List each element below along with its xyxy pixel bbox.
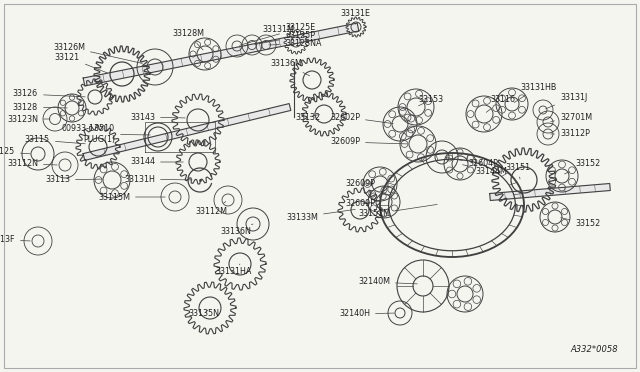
Text: 33123NA: 33123NA <box>269 39 321 48</box>
Text: 33112P: 33112P <box>551 129 590 138</box>
Text: 33131HB: 33131HB <box>515 83 556 103</box>
Text: 33136N: 33136N <box>220 224 253 237</box>
Text: 33126M: 33126M <box>53 42 142 63</box>
Text: 33112M: 33112M <box>195 202 227 217</box>
Polygon shape <box>83 23 359 86</box>
Text: 33113: 33113 <box>45 176 102 185</box>
Text: 33128M: 33128M <box>172 29 204 50</box>
Text: 33133M: 33133M <box>286 209 355 221</box>
Text: 33131E: 33131E <box>340 10 370 24</box>
Text: 33113F: 33113F <box>0 235 30 244</box>
Text: 33115M: 33115M <box>98 192 165 202</box>
Text: 33115: 33115 <box>25 135 85 144</box>
Text: 33144M: 33144M <box>463 165 507 176</box>
Text: 33131J: 33131J <box>545 93 588 109</box>
Text: 33125P: 33125P <box>255 32 315 45</box>
Polygon shape <box>83 103 291 160</box>
Text: 33131H: 33131H <box>124 174 192 183</box>
Text: 33132: 33132 <box>295 112 320 122</box>
Text: 32609P: 32609P <box>345 180 375 189</box>
Text: 32701M: 32701M <box>551 112 592 122</box>
Text: 33153: 33153 <box>418 96 443 106</box>
Text: 33152: 33152 <box>561 218 600 228</box>
Text: 32609P: 32609P <box>330 138 407 147</box>
Text: 33121: 33121 <box>55 52 108 73</box>
Text: 00933-13510
PLUG(1): 00933-13510 PLUG(1) <box>62 124 150 144</box>
Text: 33151M: 33151M <box>358 205 437 218</box>
Text: 33151: 33151 <box>505 163 530 179</box>
Text: 33144: 33144 <box>130 157 183 167</box>
Text: 33126: 33126 <box>13 90 85 99</box>
Text: 33135N: 33135N <box>188 310 219 318</box>
Text: 33136M: 33136M <box>270 60 310 76</box>
Text: 33125: 33125 <box>0 148 30 157</box>
Text: 33125E: 33125E <box>239 23 316 45</box>
Text: 32140H: 32140H <box>339 310 394 318</box>
Polygon shape <box>490 183 611 201</box>
Text: 32609P: 32609P <box>345 199 375 208</box>
Text: 33152: 33152 <box>564 160 600 174</box>
Text: 33116: 33116 <box>486 96 515 112</box>
Text: 32604P: 32604P <box>445 157 498 169</box>
Text: A332*0058: A332*0058 <box>570 345 618 354</box>
Text: 33128: 33128 <box>13 103 67 112</box>
Text: 33131HA: 33131HA <box>215 264 252 276</box>
Text: 33123N: 33123N <box>7 115 50 124</box>
Text: 32602P: 32602P <box>330 112 393 124</box>
Text: 33131M: 33131M <box>262 26 294 41</box>
Text: 33143: 33143 <box>130 112 185 122</box>
Text: 32140M: 32140M <box>358 278 417 286</box>
Text: 33112N: 33112N <box>7 160 57 169</box>
